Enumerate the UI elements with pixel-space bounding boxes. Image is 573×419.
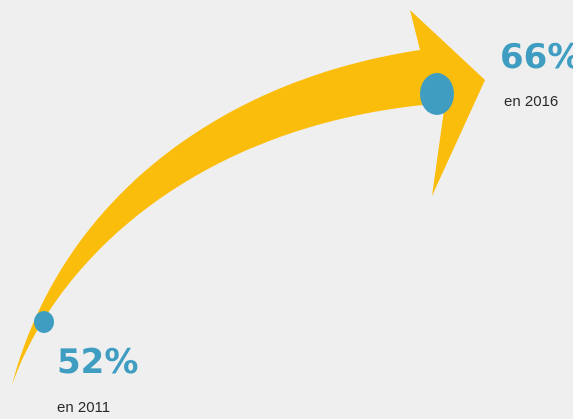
start-value: 52% (57, 342, 139, 382)
end-value: 66% (500, 37, 573, 77)
end-marker (420, 73, 454, 115)
growth-arrow-icon (12, 10, 485, 385)
end-year-label: en 2016 (504, 93, 559, 110)
start-year-label: en 2011 (57, 399, 111, 416)
start-marker (34, 311, 54, 333)
